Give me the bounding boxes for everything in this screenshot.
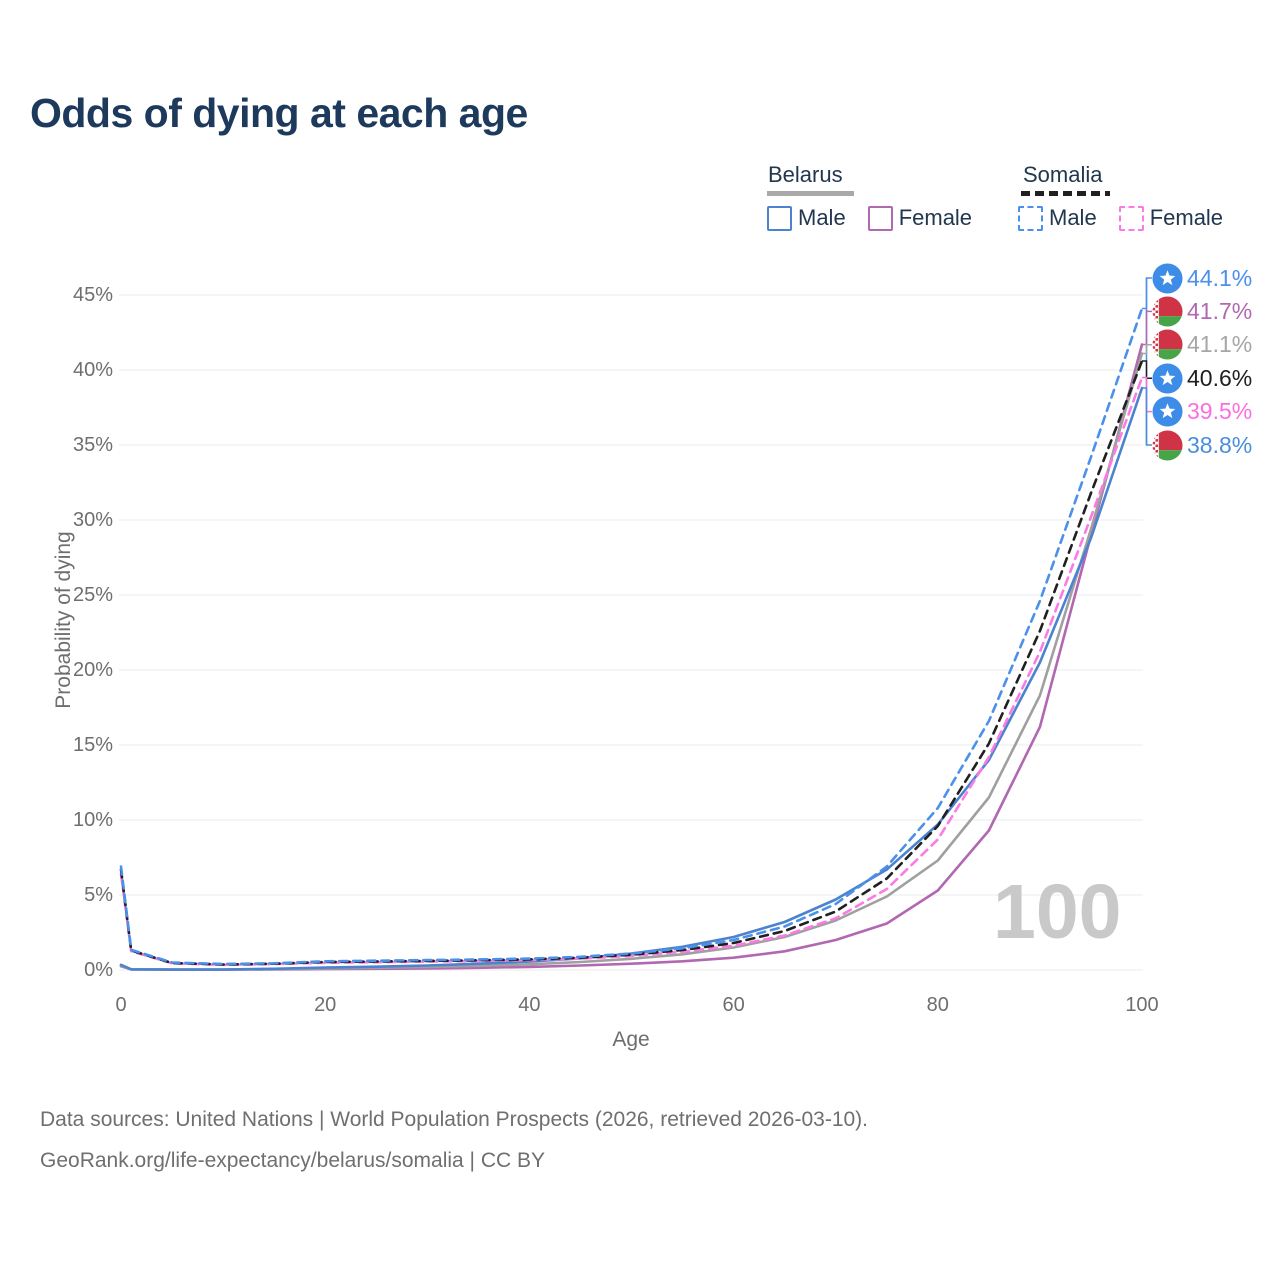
legend-group-title-somalia[interactable]: Somalia: [1023, 162, 1103, 187]
leader-line: [1142, 344, 1152, 355]
series-line-belarus-male[interactable]: [119, 386, 1144, 971]
end-label-value: 44.1%: [1187, 264, 1253, 291]
leader-line: [1142, 360, 1152, 379]
y-tick-label: 25%: [72, 584, 113, 606]
end-label-value: 40.6%: [1187, 364, 1253, 391]
series-end-label: 44.1%: [1152, 262, 1252, 294]
x-axis-title: Age: [612, 1028, 650, 1051]
y-tick-label: 35%: [72, 434, 113, 456]
y-tick-label: 30%: [72, 509, 113, 531]
y-axis-title: Probability of dying: [52, 531, 75, 709]
legend-label-belarus-female[interactable]: Female: [898, 205, 973, 230]
leader-line: [1142, 376, 1152, 413]
somalia-female-swatch[interactable]: [1118, 205, 1144, 231]
leader-line: [1142, 310, 1152, 346]
legend-label-somalia-male[interactable]: Male: [1049, 205, 1097, 230]
somalia-flag-icon: [1152, 396, 1183, 427]
end-label-value: 38.8%: [1187, 431, 1253, 458]
y-tick-label: 15%: [72, 734, 113, 756]
series-end-label: 40.6%: [1152, 362, 1252, 394]
end-label-value: 39.5%: [1187, 398, 1253, 425]
data-sources-line: Data sources: United Nations | World Pop…: [40, 1108, 869, 1131]
series-line-belarus-female[interactable]: [119, 343, 1144, 971]
series-end-label: 41.1%: [1152, 329, 1252, 361]
somalia-dashed-line-swatch: [1021, 191, 1110, 196]
series-end-label: 41.7%: [1152, 295, 1252, 327]
series-line-somalia-male[interactable]: [119, 307, 1144, 966]
legend-label-belarus-male[interactable]: Male: [798, 205, 846, 230]
series-end-label: 39.5%: [1152, 396, 1252, 428]
attribution-line[interactable]: GeoRank.org/life-expectancy/belarus/soma…: [40, 1149, 546, 1172]
x-tick-label: 80: [926, 994, 949, 1016]
somalia-male-swatch[interactable]: [1018, 205, 1043, 231]
belarus-flag-icon: [1152, 329, 1183, 360]
x-tick-label: 0: [115, 994, 127, 1016]
x-tick-label: 100: [1125, 994, 1159, 1016]
belarus-female-swatch[interactable]: [867, 205, 893, 231]
legend-group-title-belarus[interactable]: Belarus: [768, 162, 843, 187]
somalia-flag-icon: [1152, 262, 1183, 294]
series-line-belarus-both-sexes[interactable]: [119, 352, 1144, 971]
y-tick-label: 20%: [72, 659, 113, 681]
legend-row-belarus: Male Female: [767, 205, 994, 231]
belarus-solid-line-swatch: [767, 191, 854, 196]
belarus-flag-icon: [1152, 296, 1183, 327]
end-label-value: 41.1%: [1187, 331, 1253, 358]
end-label-value: 41.7%: [1187, 297, 1253, 324]
series-end-label: 38.8%: [1152, 429, 1252, 461]
leader-line: [1142, 277, 1152, 310]
age-watermark: 100: [993, 869, 1122, 955]
page-title: Odds of dying at each age: [30, 90, 528, 136]
legend-label-somalia-female[interactable]: Female: [1149, 205, 1224, 230]
y-tick-label: 40%: [72, 359, 113, 381]
x-tick-label: 20: [314, 994, 337, 1016]
x-tick-label: 40: [518, 994, 541, 1016]
leader-line: [1142, 387, 1152, 446]
belarus-male-swatch[interactable]: [767, 205, 792, 231]
y-tick-label: 5%: [84, 884, 113, 906]
series-line-somalia-both-sexes[interactable]: [119, 359, 1144, 966]
x-tick-label: 60: [722, 994, 745, 1016]
belarus-flag-icon: [1152, 430, 1183, 461]
y-tick-label: 0%: [84, 959, 113, 981]
legend-row-somalia: Male Female: [1018, 205, 1245, 231]
y-tick-label: 45%: [72, 284, 113, 306]
y-tick-label: 10%: [72, 809, 113, 831]
series-line-somalia-female[interactable]: [119, 376, 1144, 967]
somalia-flag-icon: [1152, 363, 1183, 394]
